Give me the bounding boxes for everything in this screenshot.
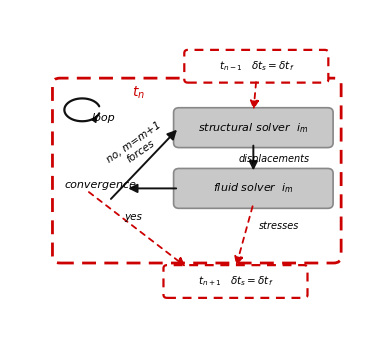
FancyBboxPatch shape (174, 108, 333, 147)
Text: displacements: displacements (238, 154, 310, 164)
Text: structural solver  $i_m$: structural solver $i_m$ (198, 121, 308, 134)
Text: stresses: stresses (258, 221, 299, 231)
FancyBboxPatch shape (174, 168, 333, 208)
Text: yes: yes (124, 212, 142, 222)
Text: no, m=m+1
forces: no, m=m+1 forces (105, 120, 170, 174)
Text: convergence: convergence (64, 180, 136, 190)
FancyBboxPatch shape (184, 50, 328, 83)
Text: loop: loop (91, 113, 115, 123)
Text: $t_{n-1}$   $\delta t_s = \delta t_f$: $t_{n-1}$ $\delta t_s = \delta t_f$ (218, 59, 294, 73)
Text: $t_n$: $t_n$ (132, 84, 145, 101)
Text: $t_{n+1}$   $\delta t_s = \delta t_f$: $t_{n+1}$ $\delta t_s = \delta t_f$ (198, 275, 273, 288)
FancyBboxPatch shape (164, 265, 308, 298)
Text: fluid solver  $i_m$: fluid solver $i_m$ (213, 181, 294, 195)
FancyBboxPatch shape (53, 78, 341, 263)
